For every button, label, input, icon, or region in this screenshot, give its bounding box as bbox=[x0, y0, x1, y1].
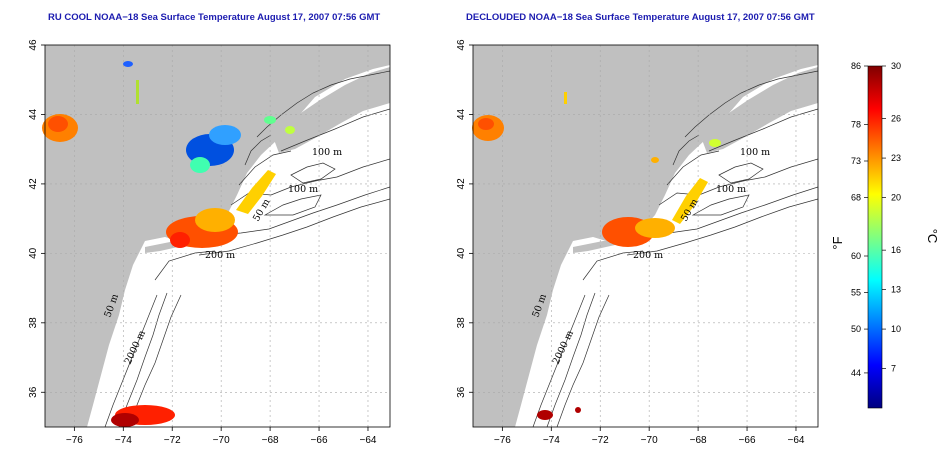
colorbar-fahrenheit-tick-label: 44 bbox=[851, 368, 861, 378]
left-lat-tick-label: 46 bbox=[28, 39, 39, 51]
colorbar: 86 78 73 68 60 55 50 44 30 26 23 20 16 13 10 7 °F °C bbox=[830, 61, 940, 409]
colorbar-celsius-tick-label: 16 bbox=[891, 245, 901, 255]
left-contour-label-200m: 200 m bbox=[205, 250, 235, 261]
left-map-title: RU COOL NOAA−18 Sea Surface Temperature … bbox=[48, 12, 381, 23]
left-contour-label-100m-b: 100 m bbox=[288, 184, 318, 195]
left-lon-tick-label: −66 bbox=[311, 435, 328, 446]
left-lon-tick-label: −72 bbox=[164, 435, 181, 446]
left-lon-tick-label: −76 bbox=[66, 435, 83, 446]
right-lat-tick-label: 38 bbox=[456, 317, 467, 329]
colorbar-celsius-tick-label: 7 bbox=[891, 364, 896, 374]
right-contour-label-100m-b: 100 m bbox=[716, 184, 746, 195]
right-contour-label-200m: 200 m bbox=[633, 250, 663, 261]
left-axis-ticks: −76 −74 −72 −70 −68 −66 −64 36 38 40 42 44 46 bbox=[28, 39, 377, 446]
right-lat-tick-label: 44 bbox=[456, 108, 467, 120]
right-lat-tick-label: 40 bbox=[456, 247, 467, 259]
left-lat-tick-label: 42 bbox=[28, 178, 39, 190]
right-lon-tick-label: −74 bbox=[543, 435, 560, 446]
left-lon-tick-label: −74 bbox=[115, 435, 132, 446]
left-sst-overlay bbox=[42, 61, 295, 427]
left-lon-tick-label: −64 bbox=[359, 435, 376, 446]
right-lat-tick-label: 36 bbox=[456, 386, 467, 398]
left-lat-tick-label: 38 bbox=[28, 317, 39, 329]
left-lat-tick-label: 36 bbox=[28, 386, 39, 398]
right-lon-tick-label: −68 bbox=[690, 435, 707, 446]
colorbar-fahrenheit-tick-label: 86 bbox=[851, 61, 861, 71]
right-contour-label-100m-a: 100 m bbox=[740, 147, 770, 158]
right-map-title: DECLOUDED NOAA−18 Sea Surface Temperatur… bbox=[466, 12, 815, 23]
colorbar-fahrenheit-tick-label: 50 bbox=[851, 324, 861, 334]
colorbar-fahrenheit-tick-label: 73 bbox=[851, 156, 861, 166]
right-map-panel: 100 m 100 m 50 m 200 m 50 m 2000 m −76 −7… bbox=[456, 39, 819, 446]
left-frame bbox=[44, 44, 391, 428]
right-axis-ticks: −76 −74 −72 −70 −68 −66 −64 36 38 40 42 44 46 bbox=[456, 39, 805, 446]
colorbar-fahrenheit-ticks: 86 78 73 68 60 55 50 44 bbox=[851, 61, 868, 378]
right-lon-tick-label: −76 bbox=[494, 435, 511, 446]
right-lon-tick-label: −72 bbox=[592, 435, 609, 446]
left-contour-label-100m-a: 100 m bbox=[312, 147, 342, 158]
right-frame bbox=[472, 44, 819, 428]
left-lat-tick-label: 44 bbox=[28, 108, 39, 120]
colorbar-fahrenheit-tick-label: 60 bbox=[851, 251, 861, 261]
right-lon-tick-label: −64 bbox=[787, 435, 804, 446]
colorbar-celsius-tick-label: 23 bbox=[891, 153, 901, 163]
colorbar-celsius-tick-label: 20 bbox=[891, 193, 901, 203]
colorbar-celsius-ticks: 30 26 23 20 16 13 10 7 bbox=[882, 61, 901, 374]
colorbar-celsius-tick-label: 30 bbox=[891, 61, 901, 71]
colorbar-fahrenheit-tick-label: 78 bbox=[851, 119, 861, 129]
right-lat-tick-label: 46 bbox=[456, 39, 467, 51]
colorbar-fahrenheit-label: °F bbox=[830, 236, 845, 249]
left-map-panel: 100 m 100 m 50 m 200 m 50 m 2000 m −76 −7… bbox=[28, 39, 391, 446]
colorbar-gradient bbox=[867, 65, 883, 409]
right-lon-tick-label: −70 bbox=[641, 435, 658, 446]
colorbar-fahrenheit-tick-label: 55 bbox=[851, 288, 861, 298]
right-lat-tick-label: 42 bbox=[456, 178, 467, 190]
colorbar-fahrenheit-tick-label: 68 bbox=[851, 193, 861, 203]
colorbar-celsius-label: °C bbox=[925, 229, 940, 244]
colorbar-celsius-tick-label: 10 bbox=[891, 324, 901, 334]
right-sst-overlay bbox=[472, 92, 721, 420]
colorbar-celsius-tick-label: 26 bbox=[891, 114, 901, 124]
left-lon-tick-label: −70 bbox=[213, 435, 230, 446]
colorbar-celsius-tick-label: 13 bbox=[891, 285, 901, 295]
left-lat-tick-label: 40 bbox=[28, 247, 39, 259]
right-lon-tick-label: −66 bbox=[739, 435, 756, 446]
left-lon-tick-label: −68 bbox=[262, 435, 279, 446]
